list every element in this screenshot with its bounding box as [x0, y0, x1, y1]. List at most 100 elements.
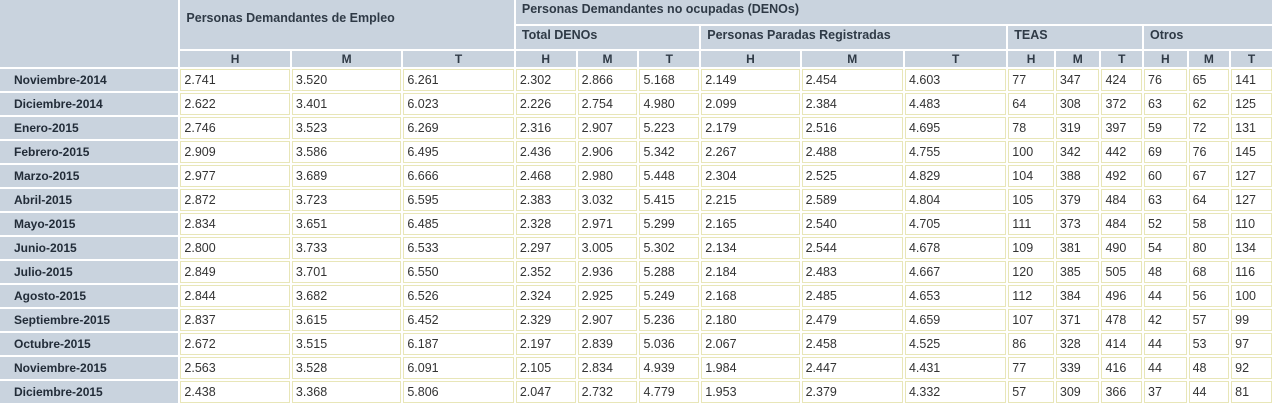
- data-cell: 2.746: [180, 117, 290, 139]
- data-cell: 141: [1231, 69, 1272, 91]
- data-cell: 2.563: [180, 357, 290, 379]
- data-cell: 2.067: [701, 333, 800, 355]
- data-cell: 6.261: [403, 69, 514, 91]
- row-label: Noviembre-2015: [0, 357, 179, 379]
- data-cell: 2.454: [801, 69, 903, 91]
- table-row: Diciembre-2014 2.622 3.401 6.023 2.226 2.754 4…: [0, 93, 1272, 115]
- data-cell: 2.741: [180, 69, 290, 91]
- row-label: Diciembre-2014: [0, 93, 179, 115]
- data-cell: 60: [1144, 165, 1187, 187]
- data-cell: 2.479: [801, 309, 903, 331]
- data-cell: 44: [1188, 381, 1230, 403]
- data-cell: 424: [1101, 69, 1143, 91]
- data-cell: 2.168: [701, 285, 800, 307]
- data-cell: 339: [1055, 357, 1100, 379]
- data-cell: 2.329: [515, 309, 576, 331]
- data-cell: 2.672: [180, 333, 290, 355]
- data-cell: 104: [1008, 165, 1054, 187]
- data-cell: 4.653: [904, 285, 1007, 307]
- data-cell: 3.651: [291, 213, 402, 235]
- row-label: Julio-2015: [0, 261, 179, 283]
- data-cell: 2.105: [515, 357, 576, 379]
- data-cell: 366: [1101, 381, 1143, 403]
- data-cell: 77: [1008, 69, 1054, 91]
- data-cell: 3.032: [577, 189, 638, 211]
- data-cell: 2.844: [180, 285, 290, 307]
- data-cell: 2.525: [801, 165, 903, 187]
- header-paradas: Personas Paradas Registradas: [701, 25, 1007, 49]
- data-cell: 80: [1188, 237, 1230, 259]
- data-cell: 2.977: [180, 165, 290, 187]
- data-cell: 3.005: [577, 237, 638, 259]
- data-cell: 3.701: [291, 261, 402, 283]
- data-cell: 309: [1055, 381, 1100, 403]
- data-cell: 116: [1231, 261, 1272, 283]
- data-cell: 4.939: [639, 357, 700, 379]
- data-cell: 416: [1101, 357, 1143, 379]
- data-cell: 2.197: [515, 333, 576, 355]
- row-label: Junio-2015: [0, 237, 179, 259]
- table-row: Noviembre-2015 2.563 3.528 6.091 2.105 2.834 4…: [0, 357, 1272, 379]
- data-cell: 2.834: [577, 357, 638, 379]
- data-cell: 120: [1008, 261, 1054, 283]
- data-cell: 414: [1101, 333, 1143, 355]
- data-cell: 63: [1144, 93, 1187, 115]
- data-cell: 5.223: [639, 117, 700, 139]
- data-cell: 67: [1188, 165, 1230, 187]
- data-cell: 442: [1101, 141, 1143, 163]
- data-cell: 57: [1008, 381, 1054, 403]
- col-header-teas-t: T: [1101, 51, 1143, 67]
- data-cell: 92: [1231, 357, 1272, 379]
- data-cell: 127: [1231, 165, 1272, 187]
- data-cell: 2.352: [515, 261, 576, 283]
- data-cell: 4.525: [904, 333, 1007, 355]
- header-teas: TEAS: [1008, 25, 1143, 49]
- table-row: Septiembre-2015 2.837 3.615 6.452 2.329 2.907…: [0, 309, 1272, 331]
- data-cell: 5.302: [639, 237, 700, 259]
- data-cell: 496: [1101, 285, 1143, 307]
- data-cell: 44: [1144, 357, 1187, 379]
- row-label: Agosto-2015: [0, 285, 179, 307]
- data-cell: 2.447: [801, 357, 903, 379]
- data-cell: 48: [1144, 261, 1187, 283]
- data-cell: 2.379: [801, 381, 903, 403]
- data-cell: 6.495: [403, 141, 514, 163]
- data-cell: 2.297: [515, 237, 576, 259]
- data-cell: 4.779: [639, 381, 700, 403]
- data-cell: 4.695: [904, 117, 1007, 139]
- data-cell: 105: [1008, 189, 1054, 211]
- row-label: Octubre-2015: [0, 333, 179, 355]
- data-cell: 2.468: [515, 165, 576, 187]
- data-cell: 107: [1008, 309, 1054, 331]
- table-row: Agosto-2015 2.844 3.682 6.526 2.324 2.925 5.24…: [0, 285, 1272, 307]
- data-cell: 6.091: [403, 357, 514, 379]
- data-cell: 2.180: [701, 309, 800, 331]
- row-label: Marzo-2015: [0, 165, 179, 187]
- data-cell: 2.732: [577, 381, 638, 403]
- row-label: Noviembre-2014: [0, 69, 179, 91]
- data-cell: 3.523: [291, 117, 402, 139]
- data-cell: 4.603: [904, 69, 1007, 91]
- data-cell: 44: [1144, 333, 1187, 355]
- data-cell: 4.667: [904, 261, 1007, 283]
- data-cell: 385: [1055, 261, 1100, 283]
- data-cell: 2.839: [577, 333, 638, 355]
- data-cell: 3.689: [291, 165, 402, 187]
- data-cell: 2.267: [701, 141, 800, 163]
- data-cell: 52: [1144, 213, 1187, 235]
- data-cell: 1.984: [701, 357, 800, 379]
- data-cell: 4.829: [904, 165, 1007, 187]
- col-header-paradas-t: T: [904, 51, 1007, 67]
- data-cell: 373: [1055, 213, 1100, 235]
- data-cell: 2.800: [180, 237, 290, 259]
- data-cell: 5.236: [639, 309, 700, 331]
- data-cell: 110: [1231, 213, 1272, 235]
- data-cell: 57: [1188, 309, 1230, 331]
- header-total-denos: Total DENOs: [515, 25, 700, 49]
- data-cell: 6.187: [403, 333, 514, 355]
- data-cell: 2.149: [701, 69, 800, 91]
- data-cell: 3.733: [291, 237, 402, 259]
- data-cell: 42: [1144, 309, 1187, 331]
- data-cell: 5.806: [403, 381, 514, 403]
